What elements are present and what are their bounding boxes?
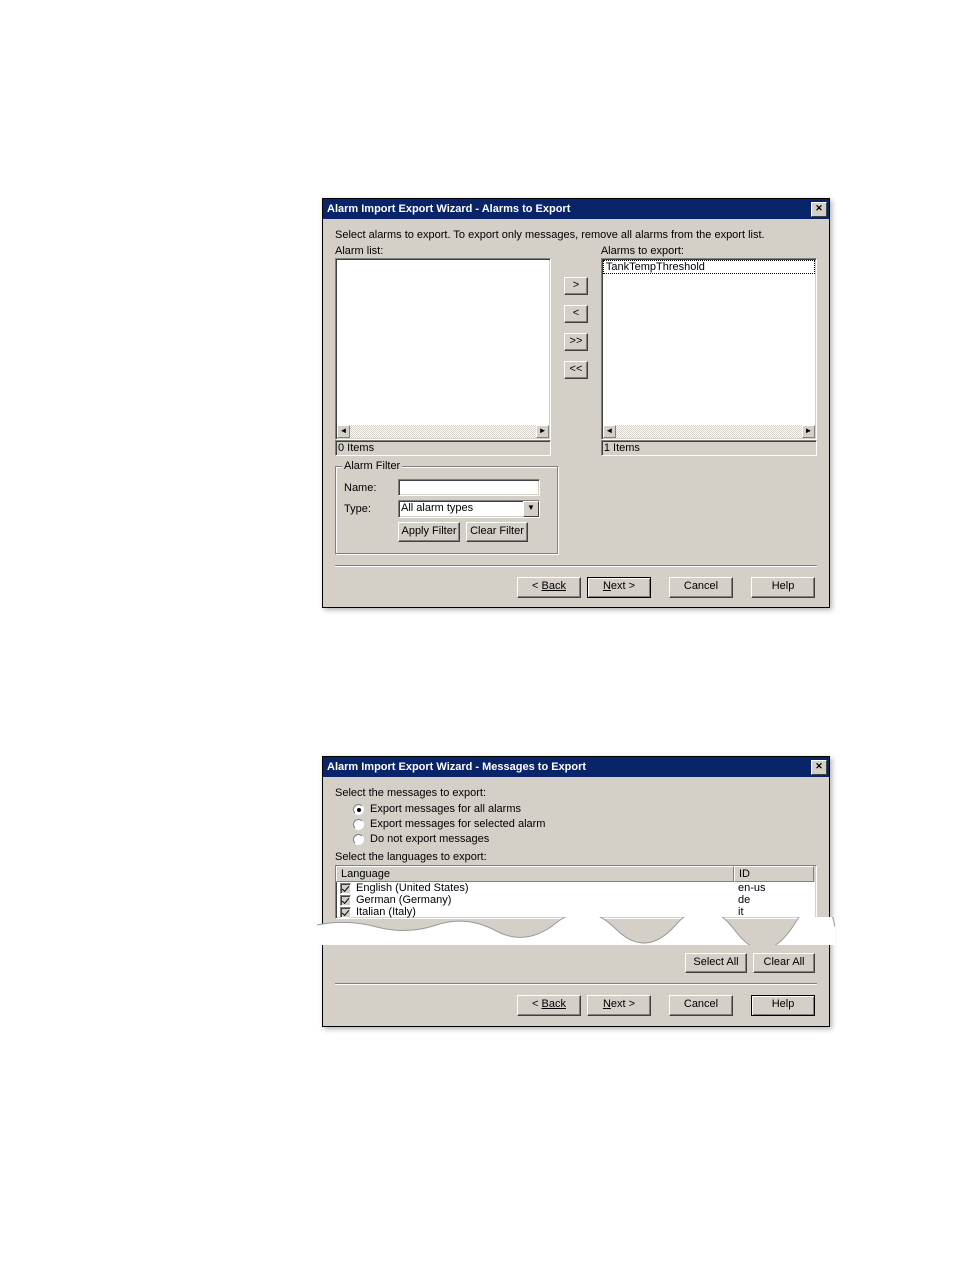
next-button[interactable]: Next > [587,577,651,598]
move-all-left-button[interactable]: << [564,361,588,379]
messages-instruction: Select the messages to export: [335,787,817,799]
move-right-button[interactable]: > [564,277,588,295]
alarm-list-label: Alarm list: [335,245,551,257]
checkbox-icon[interactable] [340,895,351,906]
lang-id: en-us [734,882,814,894]
select-all-button[interactable]: Select All [685,953,747,973]
radio-label: Export messages for selected alarm [370,818,545,830]
radio-icon [353,834,364,845]
close-icon[interactable]: ✕ [811,760,827,775]
checkbox-icon[interactable] [340,907,351,918]
languages-label: Select the languages to export: [335,851,817,863]
listview-header: Language ID [336,866,816,882]
export-list-count: 1 Items [601,440,817,456]
dialog-title: Alarm Import Export Wizard - Alarms to E… [327,203,570,215]
chevron-down-icon[interactable]: ▼ [523,501,539,517]
clear-filter-button[interactable]: Clear Filter [466,522,528,542]
radio-label: Do not export messages [370,833,489,845]
checkbox-icon[interactable] [340,883,351,894]
lang-name: German (Germany) [356,894,451,906]
scroll-right-icon[interactable]: ► [536,425,549,438]
scroll-left-icon[interactable]: ◄ [337,425,350,438]
radio-icon [353,804,364,815]
divider [335,565,817,567]
move-all-right-button[interactable]: >> [564,333,588,351]
scroll-right-icon[interactable]: ► [802,425,815,438]
clear-all-button[interactable]: Clear All [753,953,815,973]
filter-type-value: All alarm types [399,501,523,517]
filter-type-select[interactable]: All alarm types ▼ [398,500,540,518]
next-button[interactable]: Next > [587,995,651,1016]
lang-name: English (United States) [356,882,469,894]
alarm-filter-legend: Alarm Filter [342,460,402,472]
help-button[interactable]: Help [751,577,815,598]
filter-type-label: Type: [344,503,398,515]
alarm-list-count: 0 Items [335,440,551,456]
filter-name-input[interactable] [398,479,540,496]
export-list[interactable]: TankTempThreshold ◄ ► [601,258,817,440]
torn-edge [323,919,829,943]
alarm-filter-group: Alarm Filter Name: Type: All alarm types… [335,466,559,555]
radio-icon [353,819,364,830]
alarms-export-dialog: Alarm Import Export Wizard - Alarms to E… [322,198,830,608]
alarm-list[interactable]: ◄ ► [335,258,551,440]
cancel-button[interactable]: Cancel [669,577,733,598]
language-listview[interactable]: Language ID English (United States) en-u… [335,865,817,919]
export-list-scrollbar[interactable]: ◄ ► [603,425,815,438]
titlebar: Alarm Import Export Wizard - Messages to… [323,757,829,777]
help-button[interactable]: Help [751,995,815,1016]
instruction-text: Select alarms to export. To export only … [335,229,817,241]
dialog-title: Alarm Import Export Wizard - Messages to… [327,761,586,773]
close-icon[interactable]: ✕ [811,202,827,217]
cancel-button[interactable]: Cancel [669,995,733,1016]
lang-id: de [734,894,814,906]
table-row[interactable]: English (United States) en-us [336,882,816,894]
list-item[interactable]: TankTempThreshold [603,260,815,274]
move-left-button[interactable]: < [564,305,588,323]
alarm-list-scrollbar[interactable]: ◄ ► [337,425,549,438]
divider [335,983,817,985]
scroll-left-icon[interactable]: ◄ [603,425,616,438]
radio-export-all[interactable]: Export messages for all alarms [353,803,817,815]
apply-filter-button[interactable]: Apply Filter [398,522,460,542]
column-header-language[interactable]: Language [336,866,734,882]
titlebar: Alarm Import Export Wizard - Alarms to E… [323,199,829,219]
column-header-id[interactable]: ID [734,866,814,882]
radio-export-selected[interactable]: Export messages for selected alarm [353,818,817,830]
back-button[interactable]: < Back [517,577,581,598]
messages-export-dialog: Alarm Import Export Wizard - Messages to… [322,756,830,1027]
back-button[interactable]: < Back [517,995,581,1016]
filter-name-label: Name: [344,482,398,494]
table-row[interactable]: German (Germany) de [336,894,816,906]
radio-label: Export messages for all alarms [370,803,521,815]
radio-export-none[interactable]: Do not export messages [353,833,817,845]
export-list-label: Alarms to export: [601,245,817,257]
